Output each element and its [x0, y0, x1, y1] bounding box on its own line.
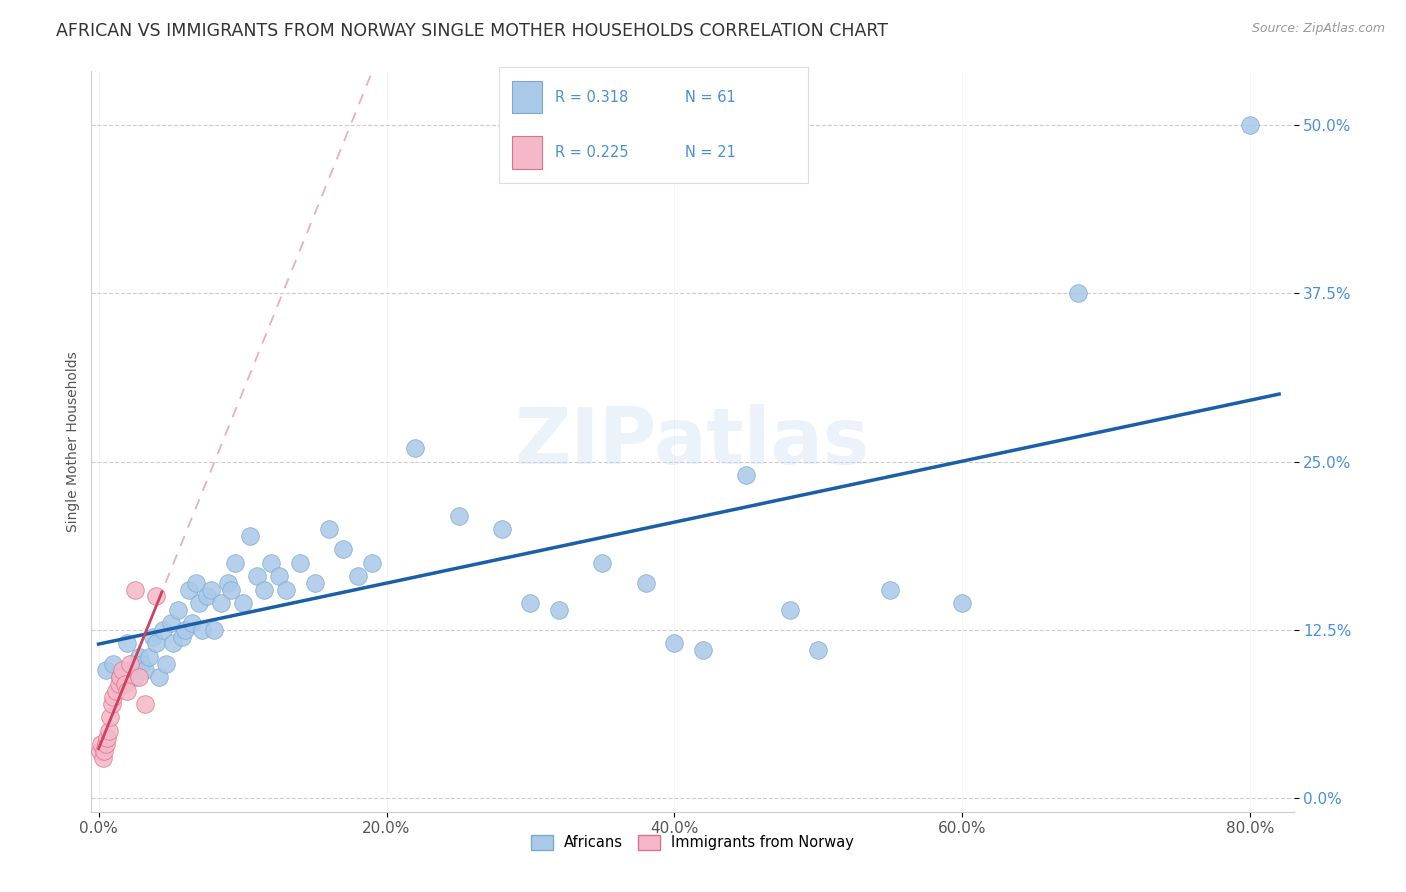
Point: [172, 630, 194, 644]
Point: [318, 522, 340, 536]
Point: [807, 643, 830, 657]
Point: [94, 738, 117, 752]
Text: R = 0.318: R = 0.318: [555, 89, 628, 104]
Point: [267, 569, 290, 583]
Point: [108, 670, 131, 684]
Point: [274, 582, 297, 597]
Point: [148, 670, 170, 684]
Point: [152, 623, 174, 637]
Point: [174, 623, 197, 637]
Point: [159, 616, 181, 631]
Point: [128, 670, 150, 684]
Point: [134, 697, 156, 711]
Point: [142, 630, 165, 644]
Point: [592, 556, 614, 570]
Point: [96, 731, 118, 745]
FancyBboxPatch shape: [512, 81, 543, 113]
Point: [114, 677, 136, 691]
Point: [124, 582, 146, 597]
Point: [131, 657, 153, 671]
Point: [239, 529, 262, 543]
Point: [246, 569, 269, 583]
Point: [179, 582, 201, 597]
Point: [209, 596, 232, 610]
Point: [219, 582, 242, 597]
Point: [195, 590, 218, 604]
Point: [879, 582, 901, 597]
Point: [111, 664, 134, 678]
Point: [191, 623, 214, 637]
Point: [217, 575, 239, 590]
Point: [519, 596, 541, 610]
Point: [260, 556, 283, 570]
Text: AFRICAN VS IMMIGRANTS FROM NORWAY SINGLE MOTHER HOUSEHOLDS CORRELATION CHART: AFRICAN VS IMMIGRANTS FROM NORWAY SINGLE…: [56, 22, 889, 40]
Point: [304, 575, 326, 590]
Point: [145, 590, 167, 604]
Point: [1239, 118, 1261, 132]
Point: [288, 556, 311, 570]
Point: [134, 664, 156, 678]
Point: [100, 697, 122, 711]
Point: [253, 582, 276, 597]
Point: [346, 569, 368, 583]
Point: [361, 556, 384, 570]
Point: [162, 636, 184, 650]
Legend: Africans, Immigrants from Norway: Africans, Immigrants from Norway: [524, 830, 860, 856]
Point: [128, 649, 150, 664]
Point: [634, 575, 657, 590]
Point: [93, 744, 115, 758]
Point: [548, 603, 571, 617]
Point: [404, 442, 426, 456]
Point: [735, 468, 758, 483]
Point: [124, 670, 146, 684]
Point: [186, 575, 208, 590]
Text: ZIPatlas: ZIPatlas: [515, 403, 870, 480]
Point: [104, 683, 127, 698]
Text: N = 61: N = 61: [685, 89, 735, 104]
Point: [779, 603, 801, 617]
Point: [232, 596, 254, 610]
Point: [447, 508, 470, 523]
Point: [120, 664, 142, 678]
Point: [138, 649, 160, 664]
Point: [188, 596, 211, 610]
Point: [117, 636, 139, 650]
Point: [1066, 286, 1088, 301]
Point: [89, 744, 111, 758]
Y-axis label: Single Mother Households: Single Mother Households: [66, 351, 80, 532]
Point: [101, 690, 124, 705]
Point: [94, 664, 117, 678]
Point: [692, 643, 714, 657]
Point: [91, 751, 114, 765]
Point: [950, 596, 973, 610]
Point: [166, 603, 188, 617]
Point: [224, 556, 246, 570]
Text: Source: ZipAtlas.com: Source: ZipAtlas.com: [1251, 22, 1385, 36]
Point: [181, 616, 204, 631]
Point: [145, 636, 167, 650]
Point: [332, 542, 354, 557]
FancyBboxPatch shape: [512, 136, 543, 169]
Point: [108, 670, 131, 684]
Point: [664, 636, 686, 650]
Text: R = 0.225: R = 0.225: [555, 145, 628, 161]
Point: [120, 657, 142, 671]
Point: [107, 677, 129, 691]
Point: [90, 738, 112, 752]
Point: [200, 582, 222, 597]
Point: [155, 657, 177, 671]
Point: [202, 623, 225, 637]
Point: [117, 683, 139, 698]
Point: [98, 710, 121, 724]
Point: [101, 657, 124, 671]
Point: [97, 723, 120, 738]
Point: [491, 522, 513, 536]
Text: N = 21: N = 21: [685, 145, 735, 161]
